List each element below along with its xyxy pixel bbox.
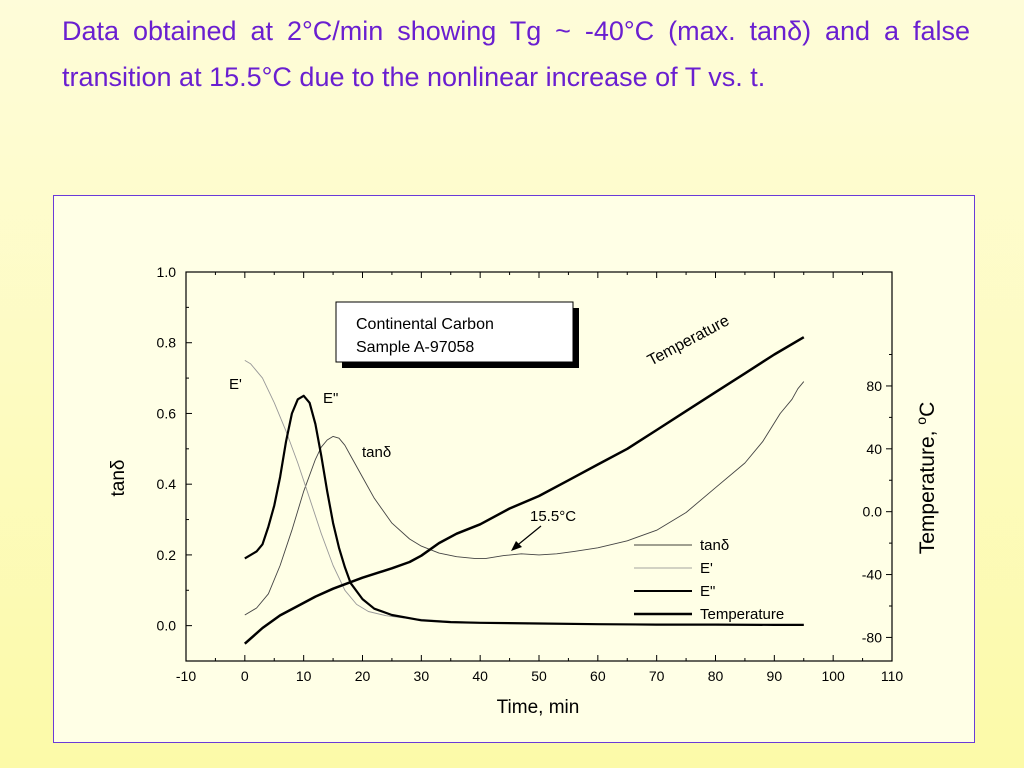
y-tick-label: 0.4 (157, 476, 177, 492)
x-tick-label: 100 (821, 668, 845, 684)
x-tick-label: 70 (649, 668, 665, 684)
y-tick-label: 0.8 (157, 335, 177, 351)
y2-axis-title-unit: C (916, 402, 939, 417)
series-tan-delta (244, 381, 805, 616)
tick-marks (185, 271, 893, 662)
y-axis-title: tanδ (108, 460, 129, 497)
series-group (243, 336, 805, 645)
legend-label-e-double-prime: E" (700, 583, 715, 600)
y2-tick-label: -40 (862, 567, 882, 583)
sample-box: Continental Carbon Sample A-97058 (335, 301, 579, 368)
x-tick-label: -10 (176, 668, 196, 684)
y-tick-label: 1.0 (157, 264, 177, 280)
chart-labels: -10 0 10 20 30 40 50 60 70 80 90 100 110 0.0 0.2 0.4 0.6… (157, 264, 904, 684)
x-tick-label: 90 (767, 668, 783, 684)
sample-box-line1: Continental Carbon (356, 316, 494, 333)
x-axis-title: Time, min (497, 697, 580, 718)
annotation-15-5c: 15.5°C (530, 508, 576, 525)
y2-axis-title: Temperature, oC (913, 402, 939, 555)
label-tan-delta: tanδ (362, 444, 391, 461)
y2-tick-label: 40 (866, 441, 882, 457)
sample-box-line2: Sample A-97058 (356, 339, 474, 356)
legend: tanδ E' E" Temperature (634, 537, 784, 623)
x-tick-label: 20 (355, 668, 371, 684)
label-e-double-prime: E" (323, 390, 338, 407)
legend-label-e-prime: E' (700, 560, 713, 577)
series-e-double-prime (244, 394, 804, 626)
x-tick-label: 40 (472, 668, 488, 684)
legend-label-tan-delta: tanδ (700, 537, 729, 554)
y-tick-label: 0.0 (157, 618, 177, 634)
chart-frame: -10 0 10 20 30 40 50 60 70 80 90 100 110 0.0 0.2 0.4 0.6… (53, 195, 975, 743)
series-temperature (243, 336, 805, 645)
x-tick-label: 30 (414, 668, 430, 684)
y2-tick-label: -80 (862, 629, 882, 645)
label-temperature-curve: Temperature (645, 312, 732, 369)
x-tick-label: 80 (708, 668, 724, 684)
y2-tick-label: 80 (866, 378, 882, 394)
dma-chart: -10 0 10 20 30 40 50 60 70 80 90 100 110 0.0 0.2 0.4 0.6… (108, 264, 939, 718)
legend-label-temperature: Temperature (700, 606, 784, 623)
annotation-arrow (511, 525, 542, 551)
y2-axis-title-main: Temperature, (916, 425, 939, 555)
sample-box-panel (335, 301, 574, 363)
y2-axis-title-sup: o (913, 417, 929, 425)
label-e-prime: E' (229, 376, 242, 393)
x-tick-label: 110 (881, 668, 904, 684)
x-tick-label: 60 (590, 668, 606, 684)
y-tick-label: 0.2 (157, 547, 177, 563)
slide-title: Data obtained at 2°C/min showing Tg ~ -4… (62, 16, 970, 92)
x-tick-label: 0 (241, 668, 249, 684)
y2-tick-label: 0.0 (863, 504, 883, 520)
x-tick-label: 10 (296, 668, 312, 684)
x-tick-label: 50 (531, 668, 547, 684)
y-tick-label: 0.6 (157, 405, 177, 421)
